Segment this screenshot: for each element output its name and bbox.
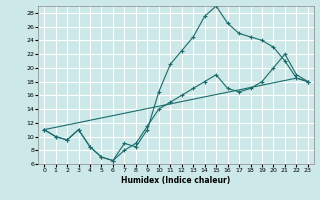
X-axis label: Humidex (Indice chaleur): Humidex (Indice chaleur) — [121, 176, 231, 185]
